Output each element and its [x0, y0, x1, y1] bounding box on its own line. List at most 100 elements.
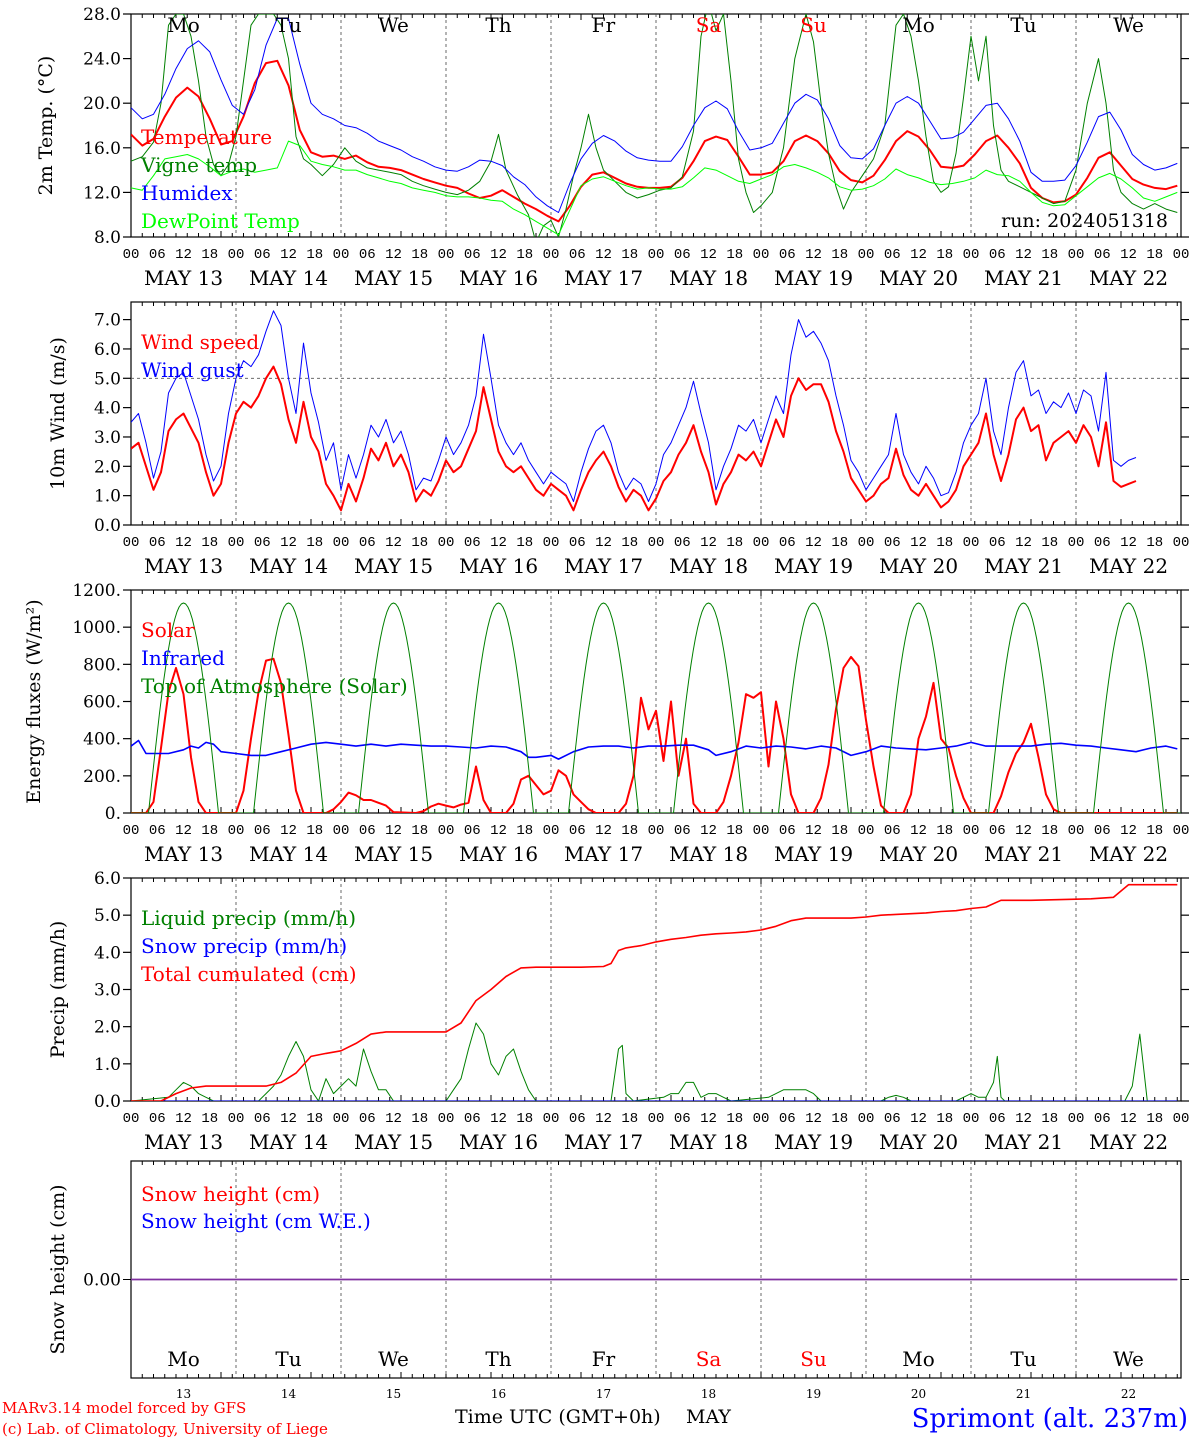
y-tick-label: 2.0: [94, 1018, 121, 1038]
day-number-label: 13: [176, 1387, 191, 1401]
y-tick-label: 3.0: [94, 981, 121, 1001]
legend-entry: Wind speed: [141, 330, 259, 354]
hour-tick-label: 12: [1120, 823, 1137, 839]
hour-tick-label: 00: [123, 535, 140, 551]
panel-3: 0. 200. 400. 600. 800. 1000. 1200. 00 06 12 18 00 06…: [23, 581, 1189, 866]
hour-tick-label: 18: [621, 535, 638, 551]
hour-tick-label: 00: [753, 247, 770, 263]
weekday-label: Tu: [1010, 1347, 1036, 1371]
hour-tick-label: 00: [753, 823, 770, 839]
date-label: MAY 13: [144, 266, 223, 290]
hour-tick-label: 00: [1068, 1111, 1085, 1127]
hour-tick-label: 12: [175, 823, 192, 839]
date-label: MAY 17: [564, 554, 643, 578]
hour-tick-label: 00: [438, 247, 455, 263]
hour-tick-label: 00: [228, 535, 245, 551]
hour-tick-label: 18: [306, 535, 323, 551]
hour-tick-label: 12: [280, 247, 297, 263]
y-tick-label: 4.0: [94, 943, 121, 963]
date-label: MAY 20: [879, 554, 958, 578]
weekday-label: Fr: [592, 1347, 616, 1371]
hour-tick-label: 00: [1173, 247, 1190, 263]
weekday-label: Sa: [696, 13, 722, 37]
hour-tick-label: 00: [333, 247, 350, 263]
date-label: MAY 13: [144, 554, 223, 578]
legend-entry: Temperature: [141, 125, 272, 149]
y-tick-label: 24.0: [83, 50, 121, 70]
y-tick-label: 0.: [105, 804, 121, 824]
y-tick-label: 6.0: [94, 340, 121, 360]
y-tick-label: 1.0: [94, 487, 121, 507]
date-label: MAY 21: [984, 842, 1063, 866]
hour-tick-label: 06: [569, 1111, 586, 1127]
hour-tick-label: 00: [753, 535, 770, 551]
legend-entry: Humidex: [141, 181, 233, 205]
hour-tick-label: 06: [464, 1111, 481, 1127]
date-label: MAY 21: [984, 1130, 1063, 1154]
hour-tick-label: 12: [385, 535, 402, 551]
hour-tick-label: 00: [963, 535, 980, 551]
y-tick-label: 1200.: [72, 581, 121, 601]
hour-tick-label: 00: [648, 823, 665, 839]
y-tick-label: 3.0: [94, 428, 121, 448]
date-label: MAY 14: [249, 554, 328, 578]
date-label: MAY 19: [774, 554, 853, 578]
hour-tick-label: 12: [805, 535, 822, 551]
hour-tick-label: 06: [884, 535, 901, 551]
hour-tick-label: 18: [201, 823, 218, 839]
legend-entry: Total cumulated (cm): [141, 962, 357, 986]
day-number-label: 14: [281, 1387, 297, 1401]
date-label: MAY 15: [354, 842, 433, 866]
hour-tick-label: 00: [963, 1111, 980, 1127]
series-line-top-of-atmosphere-solar-: [131, 602, 1181, 813]
hour-tick-label: 18: [621, 1111, 638, 1127]
hour-tick-label: 06: [1094, 247, 1111, 263]
hour-tick-label: 18: [1146, 1111, 1163, 1127]
hour-tick-label: 18: [831, 247, 848, 263]
weekday-label: Th: [485, 1347, 511, 1371]
hour-tick-label: 06: [779, 823, 796, 839]
hour-tick-label: 00: [438, 535, 455, 551]
hour-tick-label: 00: [438, 1111, 455, 1127]
date-label: MAY 22: [1089, 266, 1168, 290]
date-label: MAY 21: [984, 266, 1063, 290]
hour-tick-label: 00: [543, 247, 560, 263]
hour-tick-label: 18: [936, 247, 953, 263]
hour-tick-label: 18: [1146, 823, 1163, 839]
hour-tick-label: 06: [254, 1111, 271, 1127]
y-axis-title: 10m Wind (m/s): [47, 337, 69, 490]
hour-tick-label: 06: [989, 247, 1006, 263]
day-number-label: 15: [386, 1387, 401, 1401]
hour-tick-label: 18: [726, 1111, 743, 1127]
hour-tick-label: 00: [1173, 1111, 1190, 1127]
panel-1: 8.0 12.0 16.0 20.0 24.0 28.0 00 06 12 18 00 06 12 18 0…: [35, 5, 1190, 290]
hour-tick-label: 18: [1146, 247, 1163, 263]
hour-tick-label: 06: [569, 823, 586, 839]
hour-tick-label: 06: [149, 1111, 166, 1127]
date-label: MAY 14: [249, 1130, 328, 1154]
hour-tick-label: 06: [569, 535, 586, 551]
hour-tick-label: 18: [936, 535, 953, 551]
hour-tick-label: 06: [884, 247, 901, 263]
hour-tick-label: 00: [963, 823, 980, 839]
weekday-label: Tu: [275, 1347, 301, 1371]
day-number-label: 19: [806, 1387, 821, 1401]
hour-tick-label: 12: [595, 535, 612, 551]
panel-2: 0.0 1.0 2.0 3.0 4.0 5.0 6.0 7.0 00 06 12 18 00 06 12 18…: [47, 301, 1189, 578]
y-axis-title: Precip (mm/h): [47, 921, 69, 1059]
hour-tick-label: 06: [884, 1111, 901, 1127]
hour-tick-label: 18: [201, 1111, 218, 1127]
hour-tick-label: 12: [910, 535, 927, 551]
hour-tick-label: 00: [123, 823, 140, 839]
hour-tick-label: 18: [726, 535, 743, 551]
hour-tick-label: 12: [595, 247, 612, 263]
weekday-label: Su: [800, 13, 827, 37]
y-tick-label: 16.0: [83, 139, 121, 159]
hour-tick-label: 12: [1015, 535, 1032, 551]
hour-tick-label: 12: [700, 535, 717, 551]
weekday-label: Mo: [167, 1347, 200, 1371]
day-number-label: 22: [1121, 1387, 1136, 1401]
hour-tick-label: 12: [175, 535, 192, 551]
hour-tick-label: 12: [805, 247, 822, 263]
hour-tick-label: 12: [595, 823, 612, 839]
